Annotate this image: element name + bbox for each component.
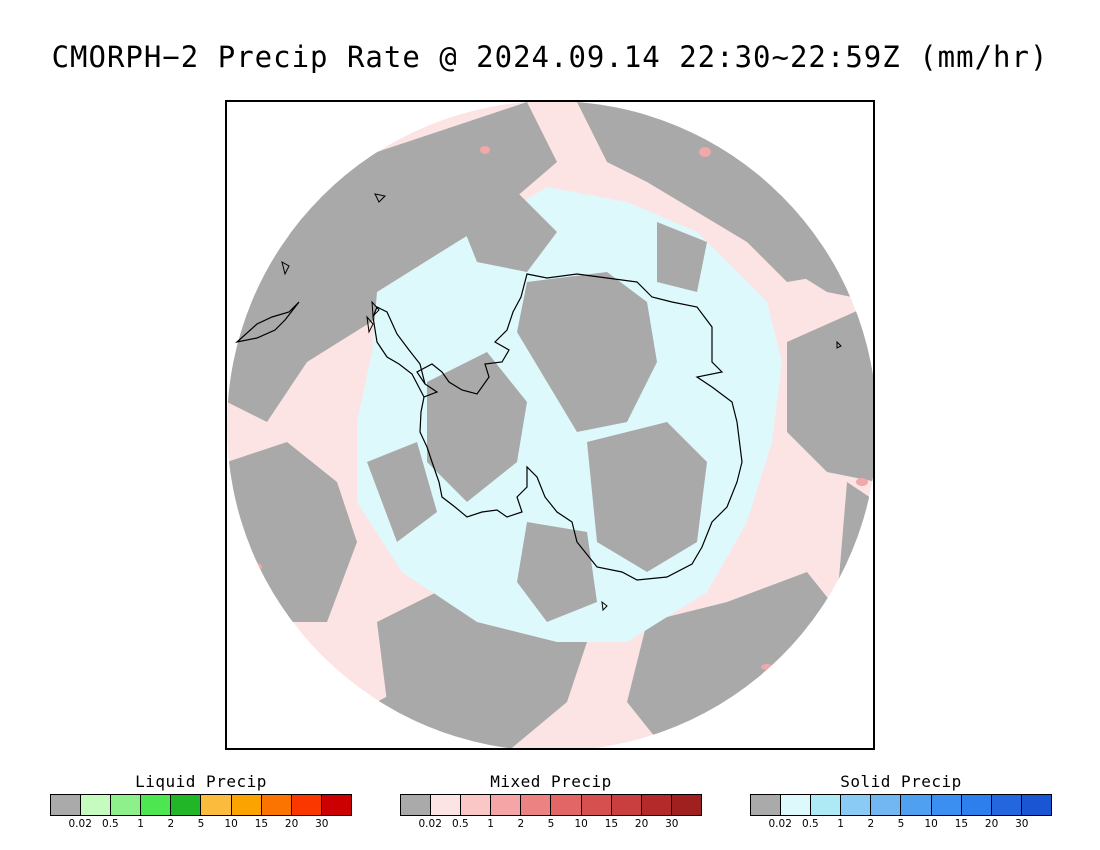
legend-tick-label: 0.5 xyxy=(102,818,119,830)
legend-mixed-precip: Mixed Precip 0.02 0.5 1 2 5 10 15 20 30 xyxy=(400,772,702,830)
islands xyxy=(281,193,842,612)
legend-tick-label: 0.5 xyxy=(452,818,469,830)
legend-swatch xyxy=(811,795,842,815)
legend-swatch xyxy=(81,795,112,815)
legend-swatch xyxy=(901,795,932,815)
legend-swatch xyxy=(521,795,552,815)
legend-swatch xyxy=(141,795,172,815)
antarctic-peninsula xyxy=(372,306,426,398)
legend-swatch xyxy=(111,795,142,815)
legend-tick-label: 30 xyxy=(315,818,329,830)
legend-swatch xyxy=(431,795,462,815)
legend-swatch xyxy=(401,795,432,815)
legend-swatch xyxy=(291,795,322,815)
legend-tick-label: 1 xyxy=(487,818,494,830)
legend-tick-label: 0.02 xyxy=(418,818,442,830)
legend-swatch xyxy=(51,795,82,815)
legend-title: Solid Precip xyxy=(840,772,962,791)
legend-tick-label: 10 xyxy=(224,818,238,830)
legend-swatch xyxy=(641,795,672,815)
legend-swatch xyxy=(551,795,582,815)
legend-tick-label: 20 xyxy=(984,818,999,830)
legend-tick-label: 10 xyxy=(574,818,588,830)
antarctica-precip-map xyxy=(227,102,873,748)
legend-swatch xyxy=(751,795,782,815)
legend-swatch xyxy=(201,795,232,815)
legend-swatch xyxy=(261,795,292,815)
polar-map xyxy=(225,100,875,750)
legend-swatch xyxy=(931,795,962,815)
legend-swatch xyxy=(991,795,1022,815)
antarctica-coastline xyxy=(416,273,743,581)
legend-tick-label: 10 xyxy=(924,818,938,830)
legend-color-bar xyxy=(750,794,1052,816)
legend-tick-label: 5 xyxy=(197,818,205,830)
legend-swatch xyxy=(671,795,701,815)
legend-swatch xyxy=(841,795,872,815)
legend-tick-label: 2 xyxy=(867,818,875,830)
legend-tick-label: 15 xyxy=(604,818,619,830)
legend-liquid-precip: Liquid Precip 0.02 0.5 1 2 5 10 15 20 30 xyxy=(50,772,352,830)
map-title: CMORPH−2 Precip Rate @ 2024.09.14 22:30~… xyxy=(51,40,1049,74)
legend-swatch xyxy=(781,795,812,815)
legend-swatch xyxy=(581,795,612,815)
legend-tick-label: 1 xyxy=(137,818,144,830)
legend-swatch xyxy=(461,795,492,815)
no-precip-continent xyxy=(367,192,707,622)
legend-tick-label: 15 xyxy=(954,818,969,830)
legend-color-bar xyxy=(50,794,352,816)
legend-tick-label: 30 xyxy=(1015,818,1029,830)
legend-ticks: 0.02 0.5 1 2 5 10 15 20 30 xyxy=(400,816,702,830)
legend-tick-label: 5 xyxy=(547,818,555,830)
legend-swatch xyxy=(961,795,992,815)
legend-swatch xyxy=(611,795,642,815)
legend-tick-label: 0.02 xyxy=(768,818,792,830)
legend-ticks: 0.02 0.5 1 2 5 10 15 20 30 xyxy=(50,816,352,830)
legend-swatch xyxy=(321,795,351,815)
legend-solid-precip: Solid Precip 0.02 0.5 1 2 5 10 15 20 30 xyxy=(750,772,1052,830)
legend-tick-label: 1 xyxy=(837,818,844,830)
legend-swatch xyxy=(871,795,902,815)
legend-swatch xyxy=(491,795,522,815)
legend-tick-label: 0.02 xyxy=(68,818,92,830)
legend-ticks: 0.02 0.5 1 2 5 10 15 20 30 xyxy=(750,816,1052,830)
legend-swatch xyxy=(171,795,202,815)
legend-tick-label: 2 xyxy=(167,818,175,830)
legend-tick-label: 20 xyxy=(284,818,299,830)
legend-swatch xyxy=(231,795,262,815)
legend-tick-label: 0.5 xyxy=(802,818,819,830)
legend-tick-label: 5 xyxy=(897,818,905,830)
legend-swatch xyxy=(1021,795,1051,815)
legend-tick-label: 15 xyxy=(254,818,269,830)
legend-title: Liquid Precip xyxy=(135,772,267,791)
legend-tick-label: 2 xyxy=(517,818,525,830)
precip-field xyxy=(227,102,873,748)
legend-color-bar xyxy=(400,794,702,816)
legend-title: Mixed Precip xyxy=(490,772,612,791)
south-america-tip xyxy=(234,301,300,344)
legend-tick-label: 20 xyxy=(634,818,649,830)
legend-tick-label: 30 xyxy=(665,818,679,830)
